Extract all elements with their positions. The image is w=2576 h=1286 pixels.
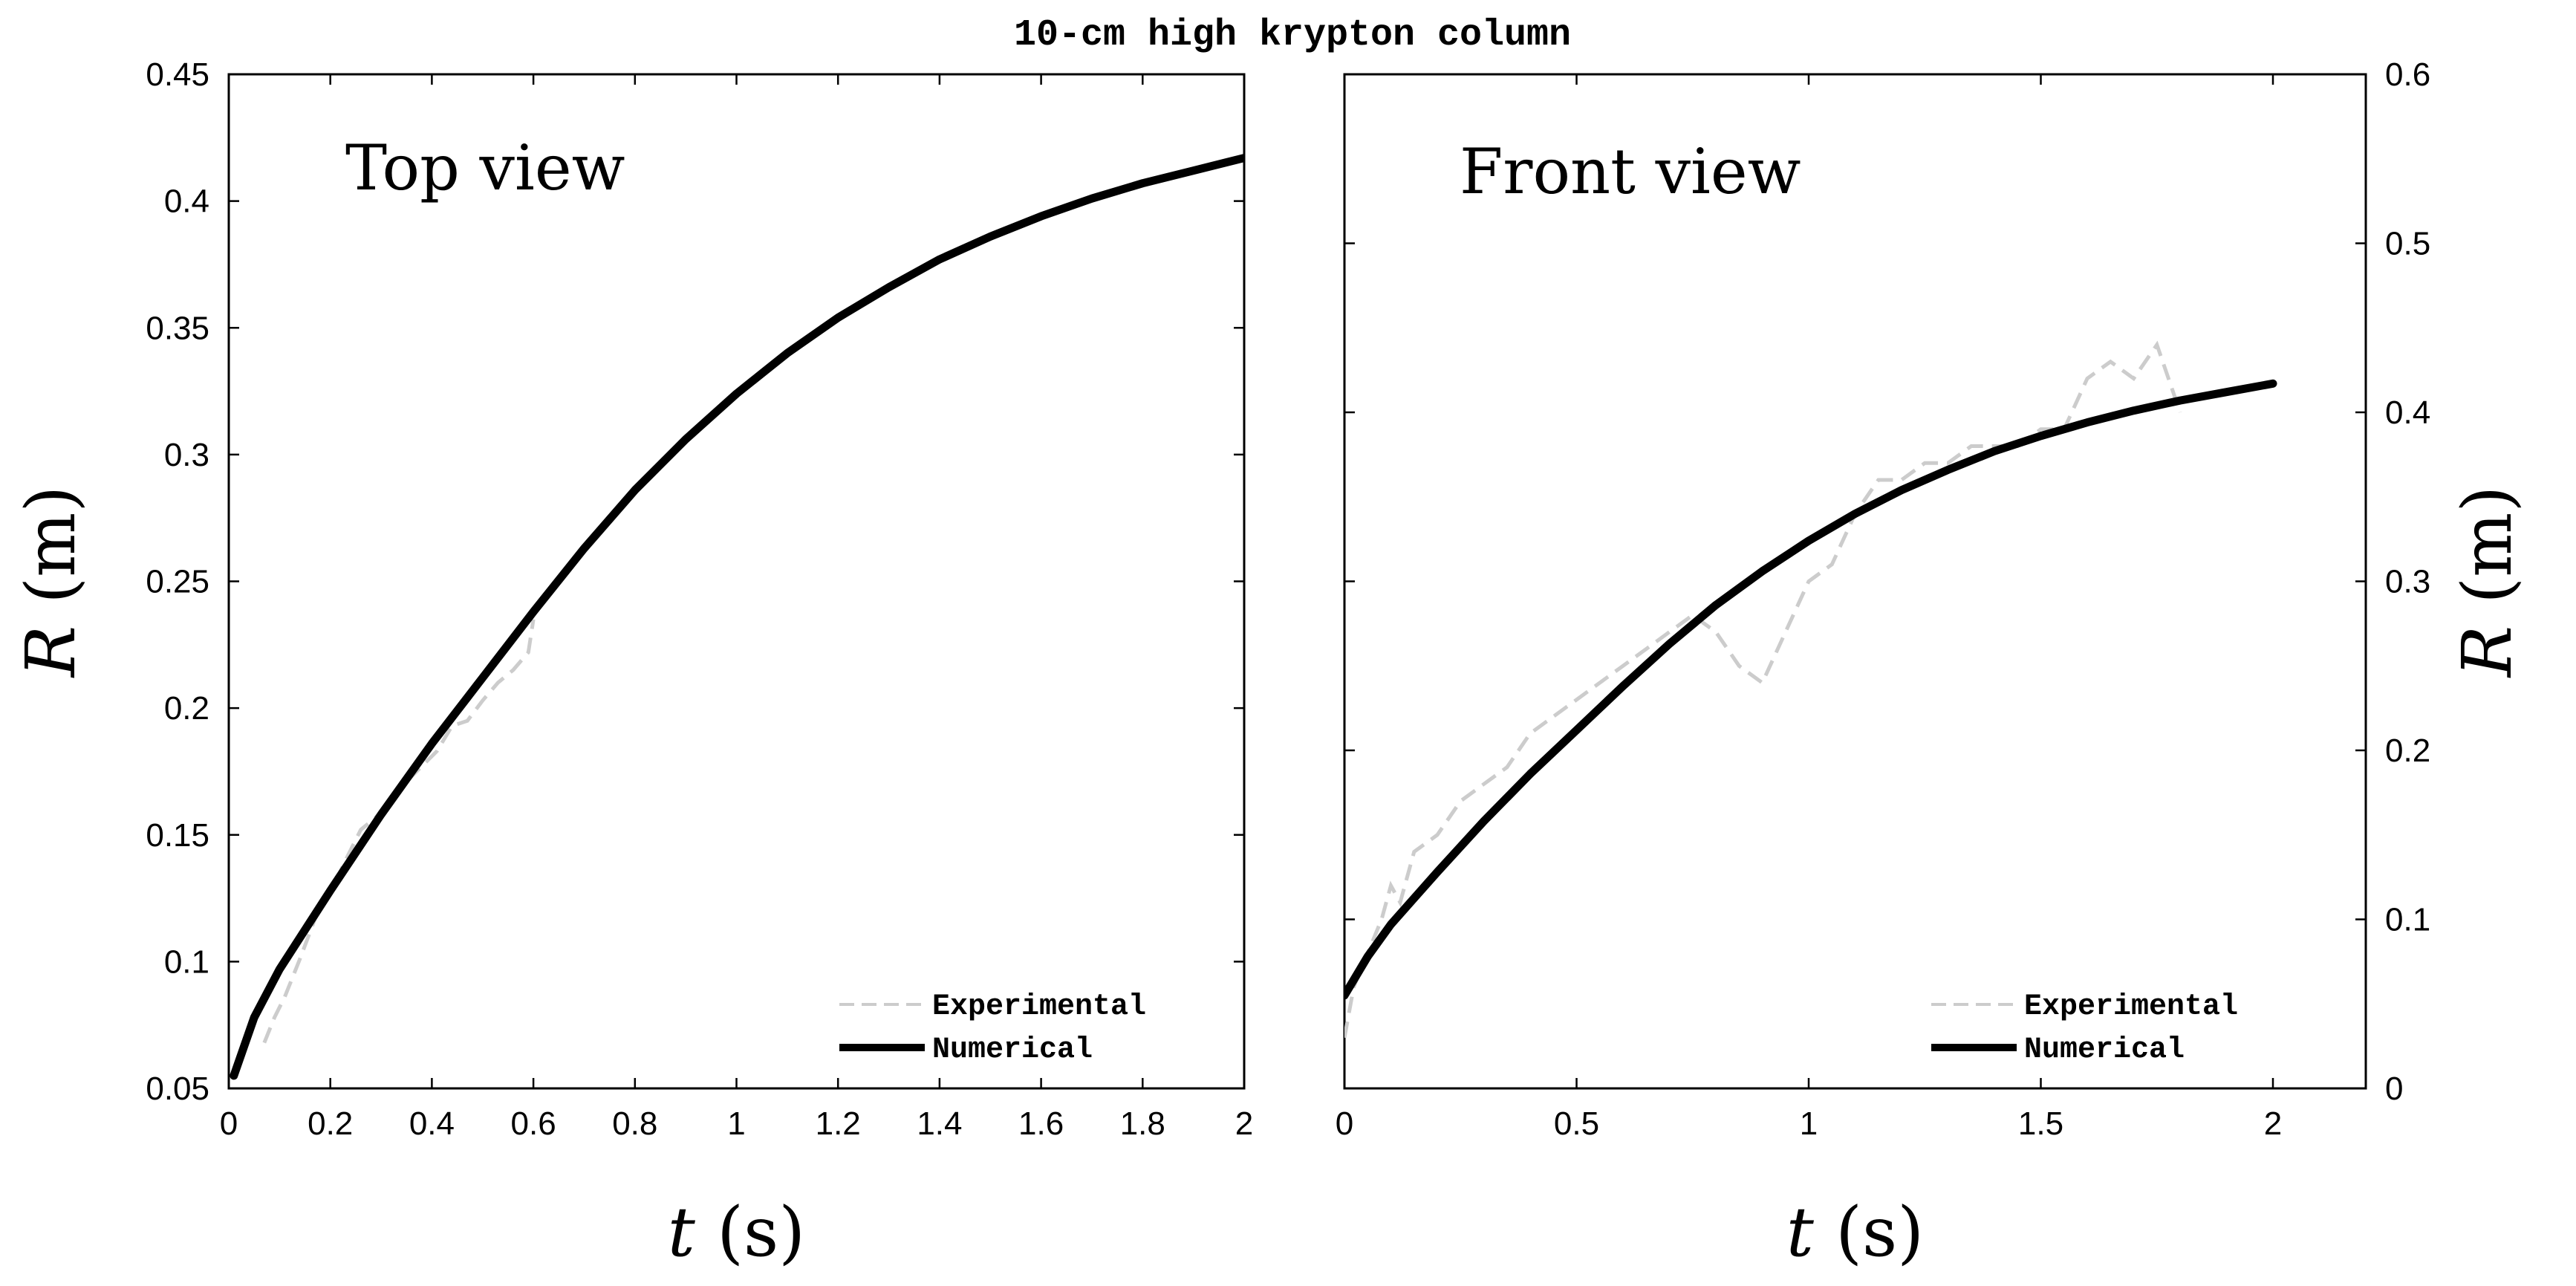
x-tick-label: 1.4 xyxy=(917,1105,962,1142)
experimental-series-line xyxy=(262,619,536,1044)
plot-frame xyxy=(1343,73,2367,1090)
y-tick-label: 0.4 xyxy=(164,184,209,220)
y-tick-label: 0.1 xyxy=(2385,902,2430,938)
x-tick-label: 2 xyxy=(2264,1105,2282,1142)
legend-experimental-label: Experimental xyxy=(932,990,1146,1024)
x-tick-label: 1.2 xyxy=(816,1105,861,1142)
x-tick-label: 0 xyxy=(220,1105,238,1142)
y-tick-label: 0 xyxy=(2385,1071,2403,1107)
numerical-series-line xyxy=(230,154,1244,1080)
plot-frame xyxy=(227,73,1246,1090)
figure-title: 10-cm high krypton column xyxy=(1014,14,1571,56)
y-axis-label: R (m) xyxy=(2447,486,2527,679)
top-view-panel: 0 0.2 0.4 0.6 0.8 1 1.2 1.4 1.6 1.8 2 0.05 0.1 0.15 0.… xyxy=(11,56,1253,1272)
numerical-series-line xyxy=(1344,379,2277,1000)
y-tick-label: 0.45 xyxy=(146,56,209,93)
front-view-panel: 0 0.5 1 1.5 2 0 0.1 0.2 0.3 0.4 0.5 0.6 Front view Ex… xyxy=(1336,56,2527,1272)
panel-label: Front view xyxy=(1460,135,1801,208)
y-tick-label: 0.2 xyxy=(164,690,209,727)
y-tick-label: 0.15 xyxy=(146,817,209,854)
x-tick-label: 0.5 xyxy=(1554,1105,1599,1142)
panel-label: Top view xyxy=(345,131,625,204)
y-tick-label: 0.2 xyxy=(2385,733,2430,769)
x-tick-label: 1.8 xyxy=(1120,1105,1165,1142)
y-tick-label: 0.1 xyxy=(164,944,209,980)
x-tick-label: 1 xyxy=(1800,1105,1818,1142)
y-tick-label: 0.35 xyxy=(146,310,209,346)
x-tick-label: 1.5 xyxy=(2018,1105,2063,1142)
x-tick-label: 1.6 xyxy=(1018,1105,1064,1142)
y-tick-label: 0.05 xyxy=(146,1071,209,1107)
x-tick-label: 0.6 xyxy=(511,1105,556,1142)
y-tick-label: 0.6 xyxy=(2385,56,2430,93)
y-tick-label: 0.5 xyxy=(2385,226,2430,262)
x-tick-label: 2 xyxy=(1235,1105,1253,1142)
x-tick-label: 1 xyxy=(727,1105,745,1142)
y-tick-label: 0.25 xyxy=(146,564,209,600)
y-tick-label: 0.4 xyxy=(2385,394,2430,431)
legend-numerical-label: Numerical xyxy=(2024,1033,2185,1067)
legend-experimental-label: Experimental xyxy=(2024,990,2238,1024)
x-tick-label: 0.8 xyxy=(612,1105,657,1142)
y-tick-label: 0.3 xyxy=(2385,564,2430,600)
x-tick-label: 0.4 xyxy=(409,1105,455,1142)
legend-numerical-label: Numerical xyxy=(932,1033,1093,1067)
x-axis-label: t (s) xyxy=(1786,1192,1924,1272)
x-axis-label: t (s) xyxy=(668,1192,805,1272)
experimental-series-line xyxy=(1344,340,2182,1039)
y-tick-label: 0.3 xyxy=(164,437,209,473)
x-tick-label: 0.2 xyxy=(308,1105,353,1142)
x-tick-label: 0 xyxy=(1336,1105,1353,1142)
y-axis-label: R (m) xyxy=(11,486,91,679)
